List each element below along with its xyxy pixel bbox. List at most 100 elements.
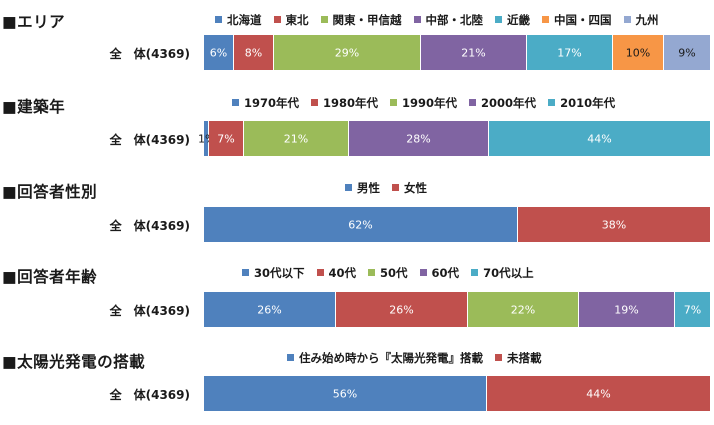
legend-label: 60代 (431, 266, 460, 280)
data-label: 44% (586, 387, 611, 400)
legend-label: 男性 (357, 181, 380, 195)
legend-label: 40代 (328, 266, 357, 280)
legend-entry: 北海道 (215, 12, 262, 28)
category-label: 全 体(4369) (109, 133, 190, 147)
data-label: 21% (283, 132, 309, 145)
bar-segment: 8% (234, 35, 274, 70)
data-label: 38% (601, 218, 627, 231)
stacked-bar: 6% 8% 29% 21% 17% 10% 9% (204, 35, 710, 70)
legend: 住み始め時から『太陽光発電』搭載 未搭載 (287, 350, 554, 366)
legend-entry: 1970年代 (232, 95, 299, 111)
legend-swatch (392, 184, 399, 191)
bar-segment: 62% (204, 207, 518, 242)
legend-label: 30代以下 (254, 266, 305, 280)
legend-swatch (471, 269, 479, 276)
stacked-bar: 62% 38% (204, 207, 710, 242)
legend-entry: 2000年代 (469, 95, 536, 111)
bar-segment: 17% (527, 35, 613, 70)
data-label: 62% (348, 218, 373, 231)
legend-swatch (316, 269, 324, 276)
data-label: 29% (334, 46, 360, 59)
legend-label: 2010年代 (560, 96, 616, 110)
data-label: 17% (557, 46, 582, 59)
bar-segment: 21% (421, 35, 527, 70)
category-label: 全 体(4369) (109, 388, 190, 402)
legend-swatch (495, 354, 502, 361)
stacked-bar: 26% 26% 22% 19% 7% (204, 292, 710, 327)
bar-segment: 6% (204, 35, 234, 70)
legend-label: 1980年代 (323, 96, 379, 110)
bar-segment: 56% (204, 376, 487, 411)
legend-swatch (368, 269, 376, 276)
legend-swatch (469, 99, 477, 106)
legend-entry: 住み始め時から『太陽光発電』搭載 (287, 350, 483, 366)
legend-swatch (548, 99, 556, 106)
bar-segment: 10% (613, 35, 664, 70)
bar-segment: 7% (675, 292, 710, 327)
legend-label: 住み始め時から『太陽光発電』搭載 (299, 351, 483, 365)
legend-label: 近畿 (507, 13, 530, 27)
bar-segment: 26% (204, 292, 336, 327)
category-label: 全 体(4369) (109, 304, 190, 318)
legend-label: 1990年代 (402, 96, 458, 110)
data-label: 7% (683, 303, 702, 316)
legend-swatch (242, 269, 249, 276)
legend-label: 中部・北陸 (425, 13, 484, 27)
chart-title: ■回答者年齢 (2, 268, 98, 286)
data-label: 7% (217, 132, 235, 145)
legend-label: 東北 (285, 13, 309, 27)
legend-entry: 2010年代 (548, 95, 615, 111)
bar-segment: 19% (579, 292, 675, 327)
legend-label: 九州 (635, 13, 659, 27)
category-label: 全 体(4369) (109, 219, 190, 233)
stacked-bar: 1% 7% 21% 28% 44% (198, 121, 710, 156)
bar-segment: 7% (209, 121, 244, 156)
legend-swatch (419, 269, 427, 276)
data-label: 56% (332, 387, 358, 400)
data-label: 19% (614, 303, 639, 316)
data-label: 26% (389, 303, 414, 316)
data-label: 44% (587, 132, 612, 145)
bar-segment: 44% (487, 376, 710, 411)
legend-swatch (390, 99, 398, 106)
legend-entry: 近畿 (495, 12, 530, 28)
legend-entry: 70代以上 (471, 265, 534, 281)
legend-entry: 50代 (368, 265, 408, 281)
chart-title: ■建築年 (2, 98, 66, 116)
legend-entry: 中部・北陸 (413, 12, 484, 28)
category-label: 全 体(4369) (109, 47, 190, 61)
bar-segment: 21% (244, 121, 349, 156)
chart-section-gender: ■回答者性別 男性 女性全 体(4369) 62% 38% (0, 170, 714, 255)
legend-swatch (311, 99, 319, 106)
data-label: 6% (209, 46, 228, 59)
bar-segment: 22% (468, 292, 579, 327)
stacked-bar: 56% 44% (204, 376, 710, 411)
bar-segment: 44% (489, 121, 710, 156)
chart-section-build-year: ■建築年 1970年代 1980年代 1990年代 2000年代 2010年代全 体(43… (0, 85, 714, 170)
legend-swatch (273, 16, 281, 23)
chart-title: ■エリア (2, 13, 66, 31)
bar-segment: 29% (274, 35, 421, 70)
legend-label: 関東・甲信越 (332, 13, 402, 27)
legend-swatch (345, 184, 352, 191)
legend-swatch (495, 16, 502, 23)
legend-swatch (623, 16, 631, 23)
legend-entry: 未搭載 (495, 350, 542, 366)
data-label: 9% (678, 46, 696, 59)
legend-entry: 40代 (316, 265, 357, 281)
bar-segment: 28% (349, 121, 489, 156)
data-label: 8% (244, 46, 263, 59)
chart-title: ■太陽光発電の搭載 (2, 353, 146, 371)
legend-label: 女性 (404, 181, 427, 195)
data-label: 22% (510, 303, 536, 316)
legend-entry: 東北 (273, 12, 309, 28)
data-label: 10% (625, 46, 651, 59)
legend-label: 北海道 (227, 13, 262, 27)
legend-label: 未搭載 (507, 351, 542, 365)
legend-entry: 中国・四国 (542, 12, 612, 28)
legend-swatch (320, 16, 328, 23)
legend-entry: 30代以下 (242, 265, 305, 281)
legend-entry: 1990年代 (390, 95, 457, 111)
legend-entry: 60代 (419, 265, 460, 281)
legend-label: 50代 (380, 266, 408, 280)
